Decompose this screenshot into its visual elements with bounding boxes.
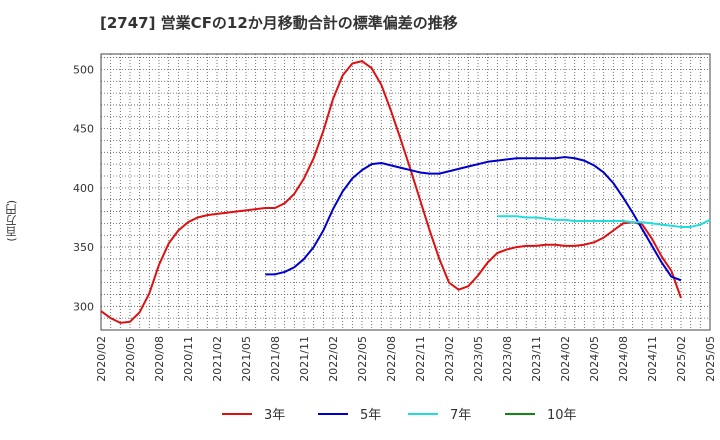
- x-tick-label: 2023/11: [530, 336, 543, 382]
- x-tick-label: 2023/02: [443, 336, 456, 382]
- x-tick-label: 2022/11: [414, 336, 427, 382]
- x-tick-label: 2020/02: [95, 336, 108, 382]
- x-tick-label: 2020/05: [124, 336, 137, 382]
- x-tick-label: 2023/08: [501, 336, 514, 382]
- x-tick-label: 2023/05: [472, 336, 485, 382]
- series-line-1: [265, 156, 682, 282]
- x-tick-label: 2024/02: [559, 336, 572, 382]
- y-tick-label: 500: [73, 63, 94, 76]
- x-tick-label: 2024/08: [617, 336, 630, 382]
- series-line-0: [100, 60, 682, 324]
- y-tick-label: 400: [73, 182, 94, 195]
- series-line-2: [497, 215, 711, 228]
- x-tick-labels: 2020/02 2020/05 2020/08 2020/11 2021/02 2021/…: [95, 336, 717, 382]
- series-layer: [100, 60, 711, 324]
- x-tick-label: 2022/02: [327, 336, 340, 382]
- plot-frame: [100, 53, 711, 331]
- y-tick-labels: 300 350 400 450 500: [73, 63, 94, 313]
- x-tick-label: 2021/02: [211, 336, 224, 382]
- x-tick-label: 2021/08: [269, 336, 282, 382]
- x-tick-label: 2024/11: [646, 336, 659, 382]
- x-tick-label: 2024/05: [588, 336, 601, 382]
- x-tick-label: 2020/11: [182, 336, 195, 382]
- x-tick-label: 2025/05: [704, 336, 717, 382]
- y-tick-label: 450: [73, 123, 94, 136]
- x-tick-label: 2020/08: [153, 336, 166, 382]
- legend-label: 5年: [360, 408, 381, 423]
- chart-title: [2747] 営業CFの12か月移動合計の標準偏差の推移: [100, 14, 458, 32]
- x-tick-label: 2022/05: [356, 336, 369, 382]
- x-tick-label: 2021/05: [240, 336, 253, 382]
- y-tick-label: 300: [73, 300, 94, 313]
- legend-label: 3年: [264, 408, 285, 423]
- x-tick-label: 2022/08: [385, 336, 398, 382]
- legend-label: 10年: [547, 408, 577, 423]
- legend-label: 7年: [450, 408, 471, 423]
- y-tick-label: 350: [73, 241, 94, 254]
- legend: 3年 5年 7年 10年: [222, 408, 577, 423]
- x-tick-label: 2025/02: [675, 336, 688, 382]
- x-tick-label: 2021/11: [298, 336, 311, 382]
